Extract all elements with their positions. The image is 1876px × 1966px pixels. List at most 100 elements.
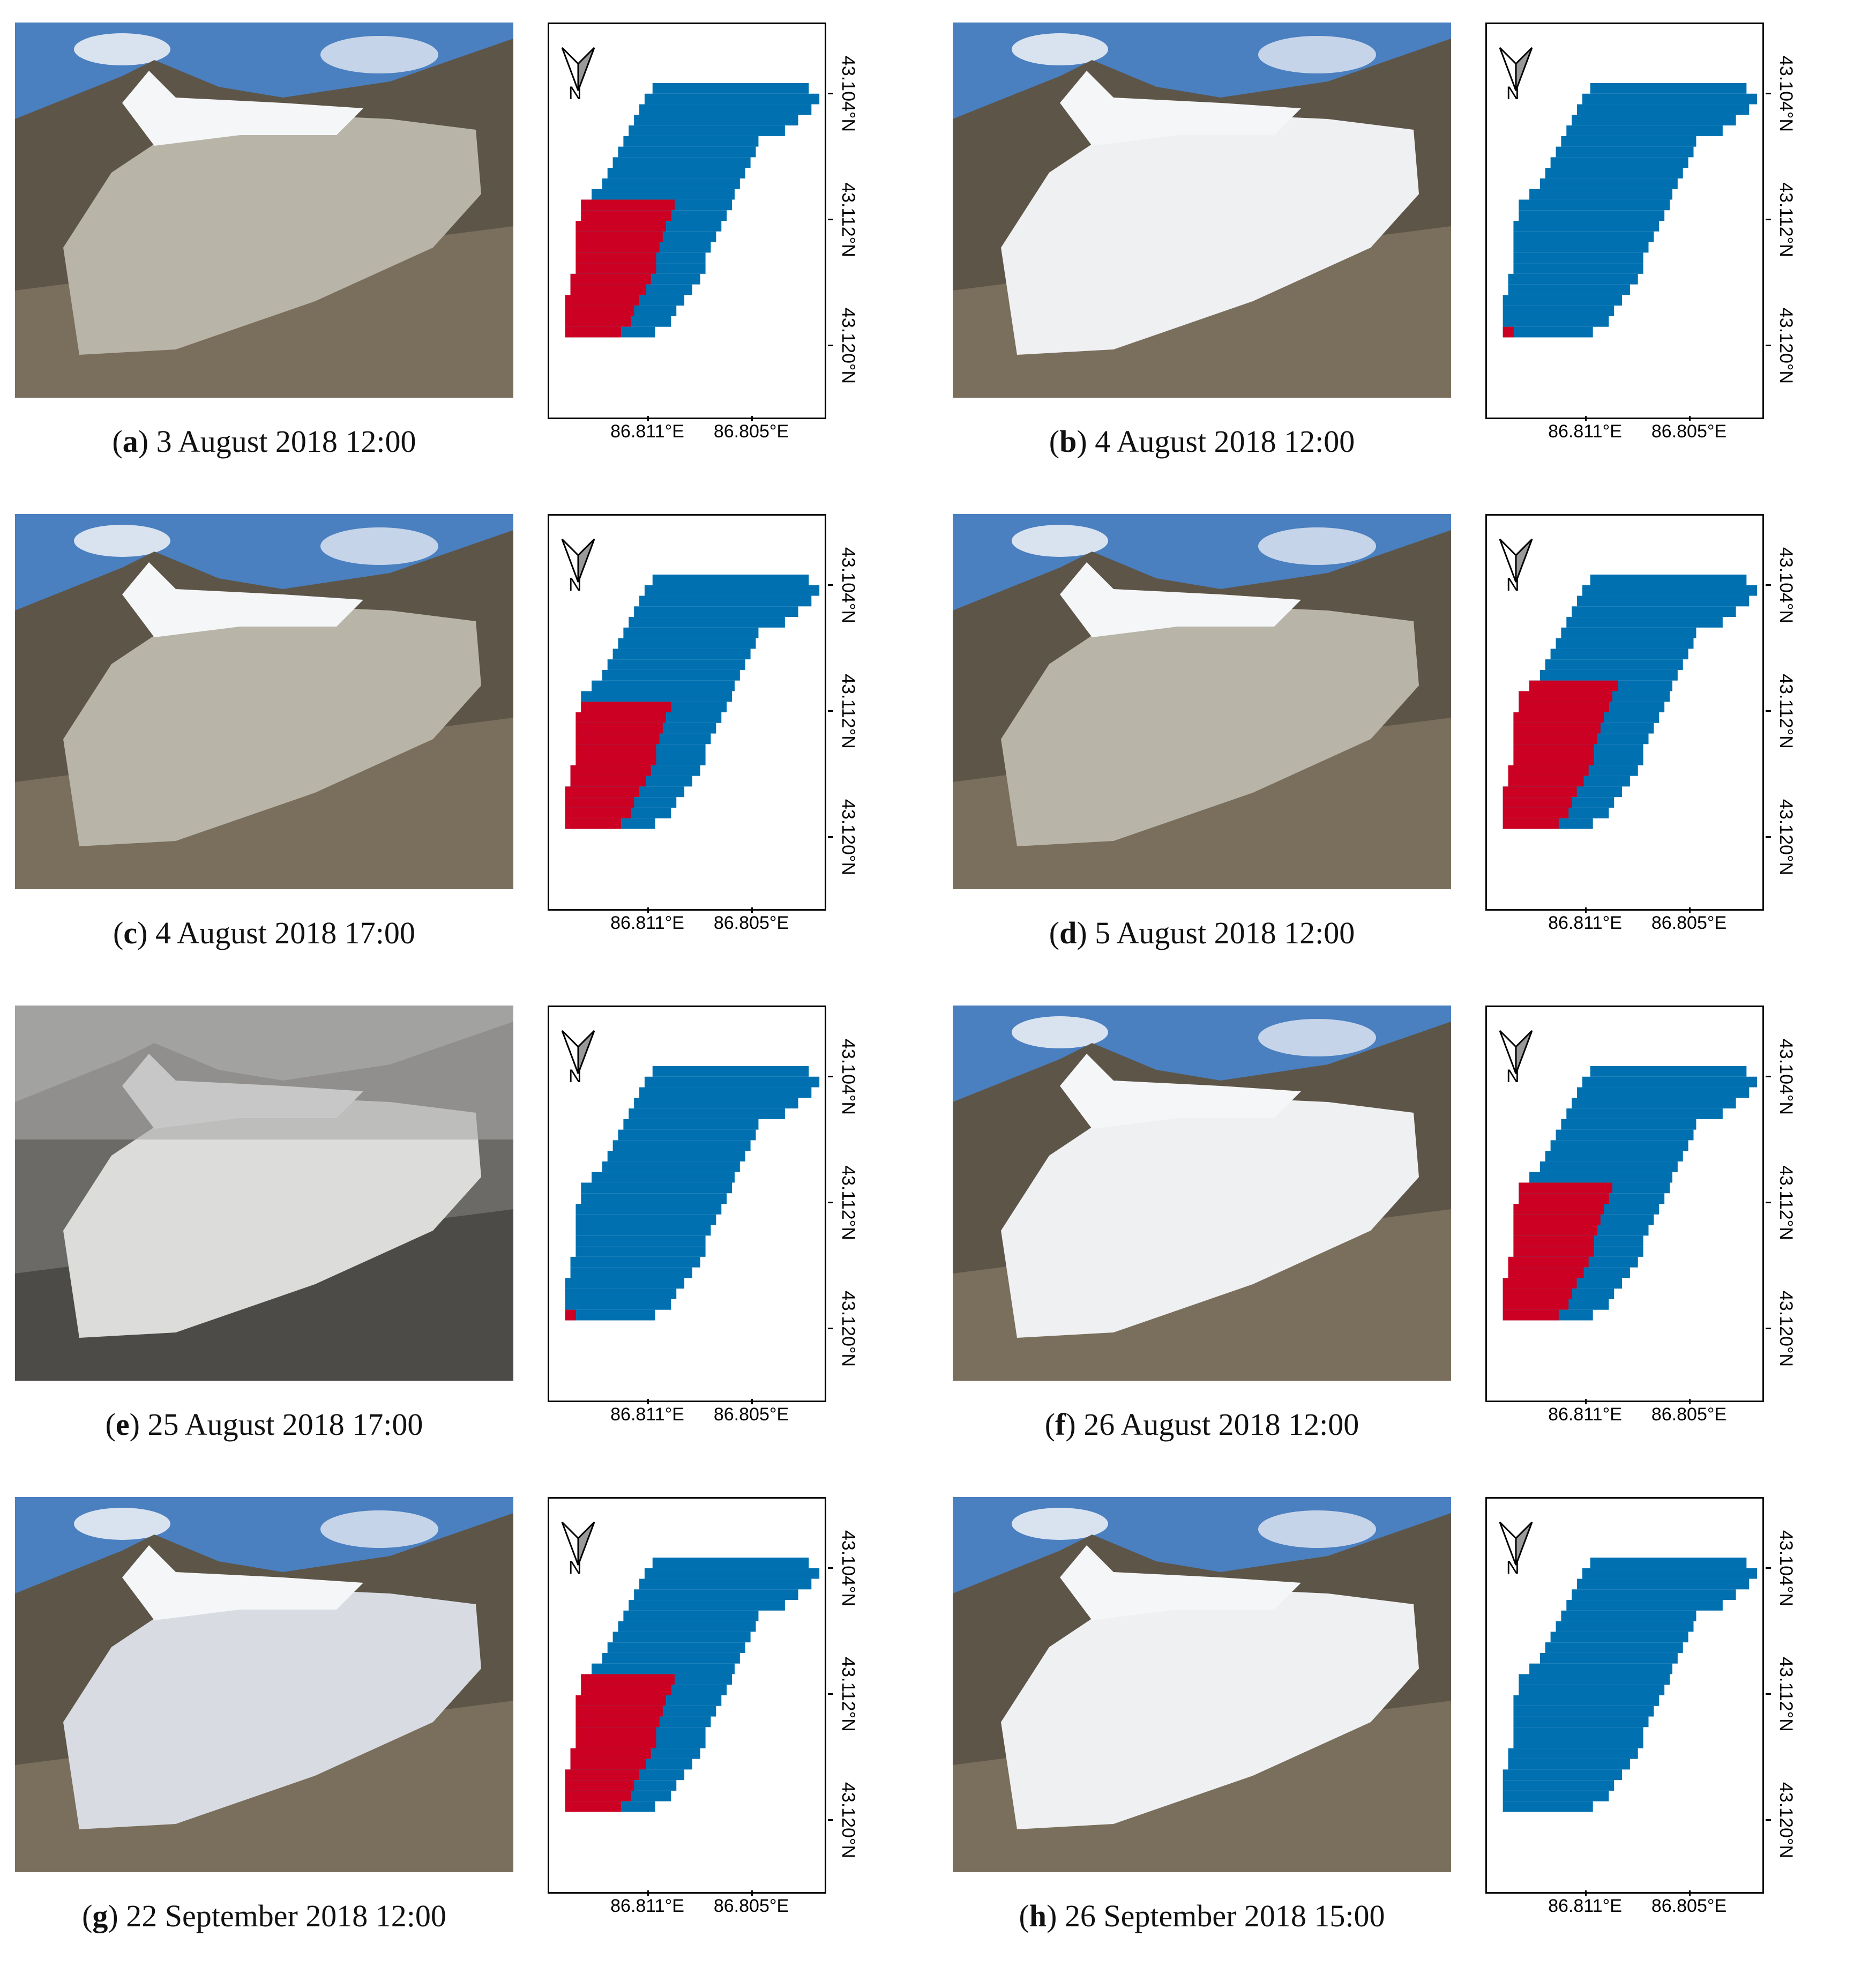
north-arrow-icon — [1499, 1521, 1533, 1566]
glacier-photo — [15, 514, 513, 889]
north-arrow-icon — [561, 47, 595, 91]
north-label: N — [1506, 1558, 1520, 1578]
north-label: N — [1506, 575, 1520, 595]
glacier-map: N — [1485, 514, 1764, 911]
lon-label: 86.811°E — [1548, 1896, 1622, 1916]
lat-label: 43.112°N — [1766, 668, 1808, 754]
glacier-map: N — [548, 514, 826, 911]
lon-tick — [1585, 1399, 1587, 1404]
lon-label: 86.805°E — [1651, 1404, 1727, 1425]
north-label: N — [1506, 1066, 1520, 1086]
lon-label: 86.805°E — [713, 913, 789, 933]
lon-label: 86.805°E — [1651, 421, 1727, 442]
lon-label: 86.811°E — [1548, 1404, 1622, 1425]
lat-label: 43.112°N — [1766, 177, 1808, 263]
panel-d: N 43.104°N 43.112°N 43.120°N 86.811°E 86.805°… — [938, 492, 1875, 983]
panel-caption: (g) 22 September 2018 12:00 — [82, 1898, 446, 1933]
glacier-map: N — [548, 1006, 826, 1402]
lon-label: 86.811°E — [1548, 913, 1622, 933]
lat-label: 43.104°N — [1766, 1034, 1808, 1120]
north-label: N — [569, 575, 582, 595]
lat-label: 43.112°N — [828, 668, 871, 754]
lat-label: 43.104°N — [828, 542, 871, 628]
north-label: N — [569, 1558, 582, 1578]
lon-tick — [647, 1399, 649, 1404]
glacier-photo — [953, 1006, 1451, 1381]
lon-tick — [1689, 1399, 1691, 1404]
panel-caption: (a) 3 August 2018 12:00 — [112, 424, 416, 459]
lon-tick — [751, 907, 753, 913]
lat-label: 43.104°N — [1766, 1525, 1808, 1611]
north-label: N — [1506, 83, 1520, 103]
lon-label: 86.811°E — [610, 421, 684, 442]
lon-label: 86.811°E — [1548, 421, 1622, 442]
north-label: N — [569, 1066, 582, 1086]
glacier-map: N — [548, 1497, 826, 1894]
panel-f: N 43.104°N 43.112°N 43.120°N 86.811°E 86.805°… — [938, 983, 1875, 1474]
lat-label: 43.104°N — [1766, 51, 1808, 137]
lon-tick — [1689, 907, 1691, 913]
panel-a: N 43.104°N 43.112°N 43.120°N 86.811°E 86.805°… — [0, 0, 938, 492]
lat-label: 43.112°N — [828, 1651, 871, 1737]
lon-tick — [647, 416, 649, 421]
lon-label: 86.805°E — [713, 1896, 789, 1916]
glacier-photo — [953, 23, 1451, 398]
lon-label: 86.805°E — [1651, 913, 1727, 933]
lat-label: 43.120°N — [1766, 1286, 1808, 1372]
north-arrow-icon — [1499, 538, 1533, 583]
lat-label: 43.120°N — [1766, 303, 1808, 389]
north-label: N — [569, 83, 582, 103]
lon-tick — [751, 1890, 753, 1896]
lon-tick — [751, 1399, 753, 1404]
glacier-photo — [15, 1497, 513, 1872]
panel-caption: (h) 26 September 2018 15:00 — [1019, 1898, 1385, 1933]
lon-tick — [751, 416, 753, 421]
lat-label: 43.104°N — [828, 51, 871, 137]
lat-label: 43.120°N — [1766, 1777, 1808, 1863]
lat-label: 43.120°N — [828, 1777, 871, 1863]
lon-tick — [1689, 1890, 1691, 1896]
lon-tick — [1689, 416, 1691, 421]
lon-label: 86.811°E — [610, 913, 684, 933]
lon-label: 86.805°E — [713, 421, 789, 442]
north-arrow-icon — [1499, 47, 1533, 91]
panel-caption: (f) 26 August 2018 12:00 — [1044, 1407, 1359, 1442]
north-arrow-icon — [1499, 1030, 1533, 1074]
lon-tick — [647, 907, 649, 913]
lat-label: 43.112°N — [828, 177, 871, 263]
glacier-map: N — [548, 23, 826, 419]
glacier-map: N — [1485, 23, 1764, 419]
lat-label: 43.104°N — [828, 1034, 871, 1120]
glacier-photo — [953, 514, 1451, 889]
lon-tick — [1585, 416, 1587, 421]
panel-b: N 43.104°N 43.112°N 43.120°N 86.811°E 86.805°… — [938, 0, 1875, 492]
panel-g: N 43.104°N 43.112°N 43.120°N 86.811°E 86.805°… — [0, 1474, 938, 1966]
lat-label: 43.112°N — [828, 1160, 871, 1246]
lat-label: 43.104°N — [1766, 542, 1808, 628]
panel-caption: (b) 4 August 2018 12:00 — [1049, 424, 1355, 459]
lon-tick — [1585, 1890, 1587, 1896]
lon-tick — [647, 1890, 649, 1896]
lon-label: 86.811°E — [610, 1896, 684, 1916]
panel-e: N 43.104°N 43.112°N 43.120°N 86.811°E 86.805°… — [0, 983, 938, 1474]
glacier-map: N — [1485, 1497, 1764, 1894]
lat-label: 43.120°N — [828, 1286, 871, 1372]
glacier-photo — [15, 1006, 513, 1381]
lat-label: 43.104°N — [828, 1525, 871, 1611]
north-arrow-icon — [561, 538, 595, 583]
north-arrow-icon — [561, 1521, 595, 1566]
panel-caption: (d) 5 August 2018 12:00 — [1049, 915, 1355, 950]
lon-label: 86.805°E — [1651, 1896, 1727, 1916]
north-arrow-icon — [561, 1030, 595, 1074]
lon-label: 86.805°E — [713, 1404, 789, 1425]
panel-h: N 43.104°N 43.112°N 43.120°N 86.811°E 86.805°… — [938, 1474, 1875, 1966]
glacier-photo — [953, 1497, 1451, 1872]
panel-caption: (e) 25 August 2018 17:00 — [105, 1407, 423, 1442]
glacier-map: N — [1485, 1006, 1764, 1402]
lat-label: 43.120°N — [828, 794, 871, 880]
glacier-photo — [15, 23, 513, 398]
lat-label: 43.112°N — [1766, 1160, 1808, 1246]
panel-caption: (c) 4 August 2018 17:00 — [113, 915, 415, 950]
lat-label: 43.120°N — [828, 303, 871, 389]
lat-label: 43.112°N — [1766, 1651, 1808, 1737]
